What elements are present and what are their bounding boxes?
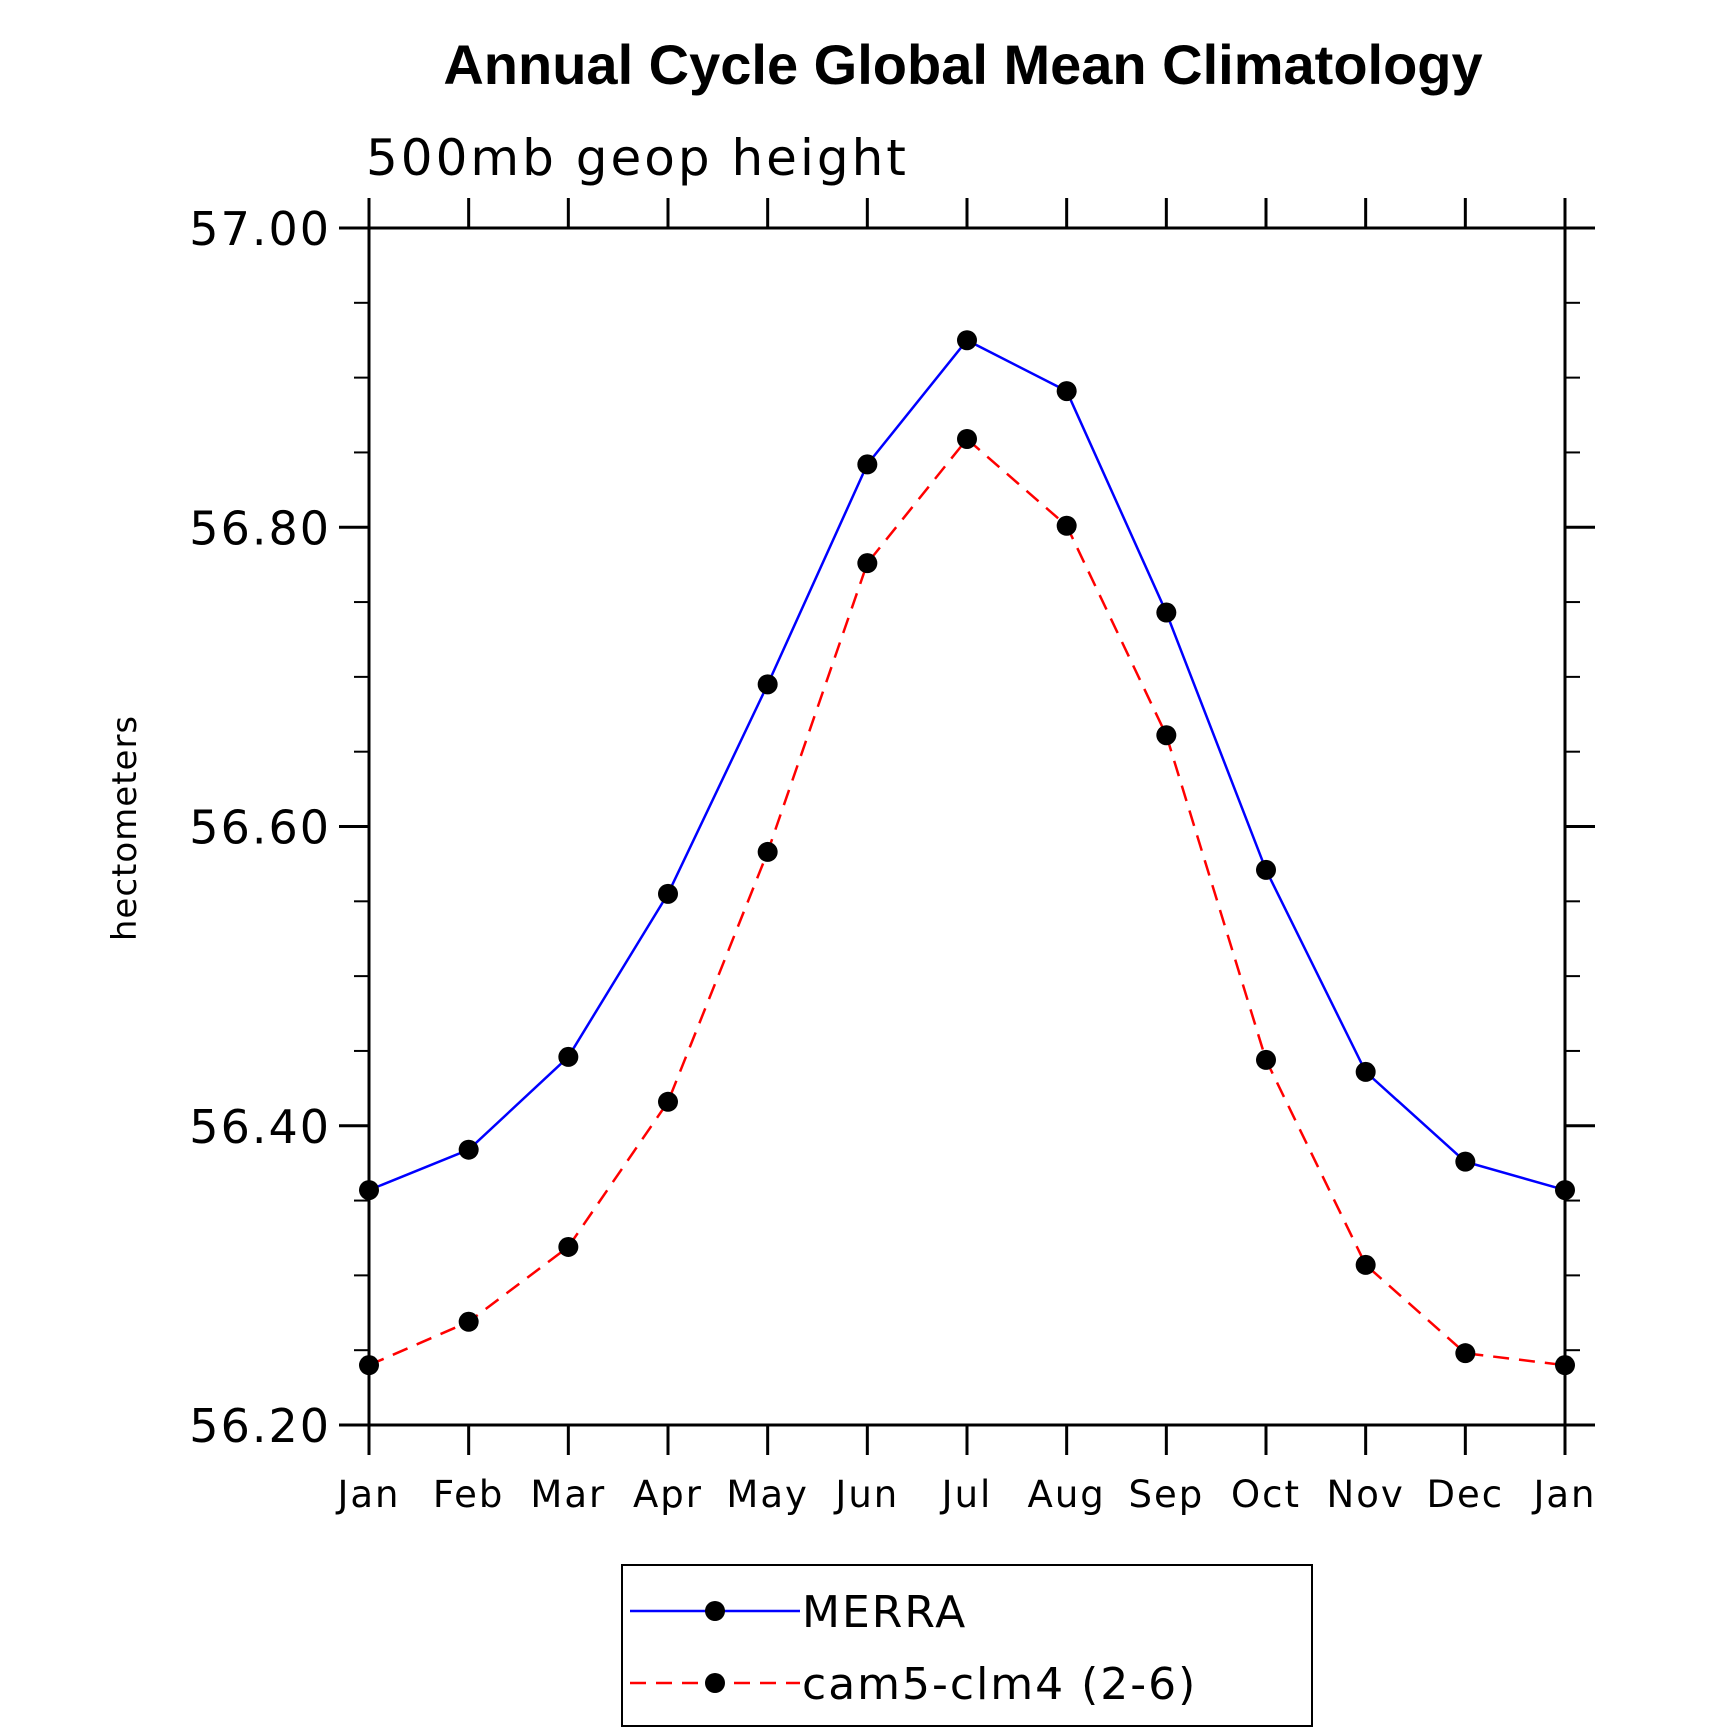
legend-label-cam5: cam5-clm4 (2-6) [802,1659,1197,1710]
data-point-series-1 [1555,1355,1575,1376]
data-point-series-1 [359,1355,379,1376]
data-point-series-0 [1455,1151,1476,1172]
data-point-series-0 [1355,1061,1376,1082]
y-tick-label: 56.40 [189,1100,331,1154]
legend-label-merra: MERRA [802,1587,967,1638]
data-point-series-1 [1256,1049,1276,1070]
x-tick-label: Jan [1531,1473,1596,1516]
x-tick-label: Nov [1327,1473,1405,1516]
data-point-series-1 [458,1311,479,1332]
series-layer [359,330,1575,1376]
x-tick-label: Feb [433,1473,505,1516]
data-point-series-1 [1156,725,1177,746]
legend-marker-merra [705,1601,725,1621]
data-point-series-1 [558,1236,579,1257]
y-tick-label: 56.60 [189,801,331,855]
y-axis-label: hectometers [105,715,145,941]
x-tick-label: Aug [1028,1473,1106,1516]
data-point-series-0 [1056,381,1077,402]
y-tick-label: 56.20 [189,1399,331,1453]
x-tick-label: Sep [1128,1473,1204,1516]
data-point-series-1 [1455,1343,1476,1364]
data-point-series-0 [458,1139,479,1160]
data-point-series-0 [658,883,678,904]
data-point-series-1 [1056,515,1077,536]
x-tick-label: Jan [335,1473,400,1516]
data-point-series-1 [857,553,878,574]
x-tick-label: May [726,1473,809,1516]
series-line-1 [368,437,1566,1367]
series-line-0 [368,338,1566,1192]
y-tick-label: 56.80 [189,501,331,555]
data-point-series-1 [757,841,778,862]
data-point-series-1 [957,428,977,449]
x-tick-label: Dec [1427,1473,1505,1516]
x-tick-label: Apr [633,1473,703,1516]
chart-subtitle: 500mb geop height [366,129,909,187]
legend: MERRA cam5-clm4 (2-6) [621,1564,1313,1727]
plot-frame [367,226,1567,1427]
legend-box [621,1564,1313,1727]
x-tick-label: Jul [940,1473,993,1516]
data-point-series-0 [957,330,977,351]
data-point-series-0 [1555,1180,1575,1201]
data-point-series-0 [757,674,778,695]
data-point-series-0 [359,1180,379,1201]
x-tick-label: Oct [1231,1473,1301,1516]
axis-ticks: 56.20 56.40 56.60 56.80 57.00 Jan Feb Mar Apr May… [189,198,1596,1516]
chart-title: Annual Cycle Global Mean Climatology [443,33,1482,96]
data-point-series-0 [857,454,878,475]
data-point-series-0 [558,1046,579,1067]
data-point-series-1 [1355,1254,1376,1275]
x-tick-label: Jun [833,1473,899,1516]
x-tick-label: Mar [530,1473,606,1516]
data-point-series-0 [1256,859,1276,880]
data-point-series-1 [658,1091,678,1112]
y-tick-label: 57.00 [189,202,331,256]
data-point-series-0 [1156,602,1177,623]
legend-marker-cam5 [705,1673,725,1693]
